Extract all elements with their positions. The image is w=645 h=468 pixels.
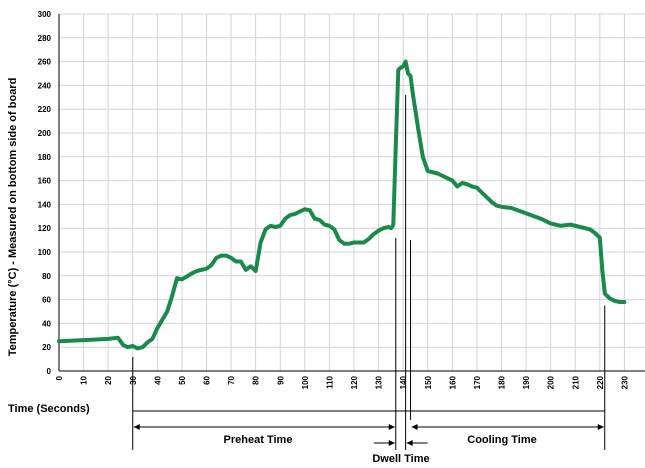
y-tick-label: 120 bbox=[38, 224, 52, 233]
y-tick-label: 300 bbox=[38, 10, 52, 19]
y-tick-label: 160 bbox=[38, 177, 52, 186]
y-tick-label: 100 bbox=[38, 248, 52, 257]
y-tick-labels: 0 20 40 60 80 100 120 140 160 180 200 220 240 260 280 3… bbox=[38, 10, 52, 376]
preheat-arrow-left bbox=[133, 424, 140, 430]
x-tick-labels: 0102030405060708090100110120130140150160… bbox=[55, 375, 629, 389]
y-tick-label: 60 bbox=[42, 296, 51, 305]
x-tick-label: 70 bbox=[227, 375, 236, 384]
dwell-arrow-left bbox=[388, 440, 395, 446]
y-tick-label: 180 bbox=[38, 153, 52, 162]
x-tick-label: 180 bbox=[498, 375, 507, 389]
y-tick-label: 0 bbox=[47, 367, 52, 376]
x-tick-label: 60 bbox=[203, 375, 212, 384]
x-tick-label: 20 bbox=[104, 375, 113, 384]
cooling-arrow-left bbox=[411, 424, 418, 430]
x-tick-label: 140 bbox=[399, 375, 408, 389]
x-tick-label: 170 bbox=[473, 375, 482, 389]
x-tick-label: 0 bbox=[55, 375, 64, 380]
x-tick-label: 230 bbox=[620, 375, 629, 389]
axes bbox=[58, 14, 645, 372]
temperature-series-line bbox=[57, 59, 627, 351]
x-tick-label: 200 bbox=[547, 375, 556, 389]
y-tick-label: 80 bbox=[42, 272, 51, 281]
grid-lines bbox=[59, 13, 645, 371]
cooling-arrow-right bbox=[597, 424, 604, 430]
y-tick-label: 260 bbox=[38, 58, 52, 67]
x-tick-label: 130 bbox=[375, 375, 384, 389]
y-tick-label: 200 bbox=[38, 129, 52, 138]
y-tick-label: 280 bbox=[38, 34, 52, 43]
x-axis-label: Time (Seconds) bbox=[8, 403, 90, 415]
x-tick-label: 80 bbox=[252, 375, 261, 384]
y-tick-label: 20 bbox=[42, 343, 51, 352]
dwell-time-label: Dwell Time bbox=[372, 453, 429, 465]
x-tick-label: 40 bbox=[153, 375, 162, 384]
y-tick-label: 140 bbox=[38, 200, 52, 209]
x-tick-label: 210 bbox=[571, 375, 580, 389]
x-tick-label: 220 bbox=[596, 375, 605, 389]
cooling-time-label: Cooling Time bbox=[467, 434, 536, 446]
preheat-arrow-right bbox=[388, 424, 395, 430]
x-tick-label: 160 bbox=[448, 375, 457, 389]
y-tick-label: 240 bbox=[38, 81, 52, 90]
preheat-time-label: Preheat Time bbox=[224, 434, 293, 446]
x-tick-label: 120 bbox=[350, 375, 359, 389]
x-tick-label: 90 bbox=[276, 375, 285, 384]
y-axis-label: Temperature (°C) - Measured on bottom si… bbox=[7, 78, 19, 357]
y-tick-label: 40 bbox=[42, 319, 51, 328]
dwell-arrow-right bbox=[406, 440, 413, 446]
x-tick-label: 10 bbox=[80, 375, 89, 384]
x-tick-label: 50 bbox=[178, 375, 187, 384]
x-tick-label: 110 bbox=[325, 375, 334, 388]
y-tick-label: 220 bbox=[38, 105, 52, 114]
x-tick-label: 100 bbox=[301, 375, 310, 389]
time-annotations bbox=[132, 94, 606, 450]
x-tick-label: 190 bbox=[522, 375, 531, 389]
x-tick-label: 150 bbox=[424, 375, 433, 389]
